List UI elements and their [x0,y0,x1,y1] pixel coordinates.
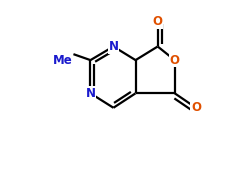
Text: O: O [170,54,180,67]
Text: O: O [191,101,201,114]
Text: N: N [85,87,95,100]
Text: Me: Me [53,54,72,67]
Text: N: N [108,40,119,53]
Text: O: O [153,15,163,28]
